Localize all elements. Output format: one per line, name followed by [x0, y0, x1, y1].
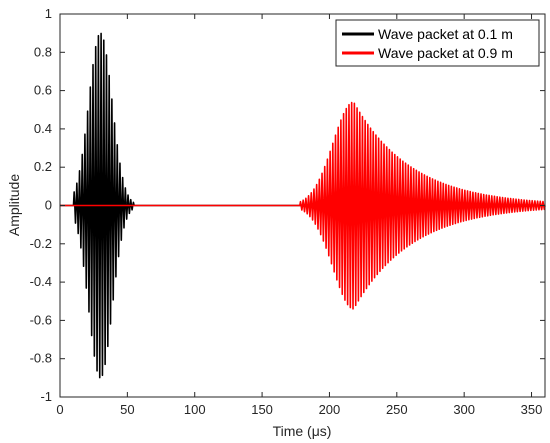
y-tick-label: -0.8: [30, 351, 52, 366]
legend-label-series-1: Wave packet at 0.1 m: [378, 26, 513, 42]
y-tick-label: 0.6: [34, 83, 52, 98]
ticks-layer: 0 50 100 150 200 250 300 350 -1 -0.8 -0.6 -0.4 -0.2 0…: [30, 6, 545, 417]
series-line-2: [59, 101, 546, 310]
legend-label-series-2: Wave packet at 0.9 m: [378, 45, 513, 61]
y-tick-label: 0.8: [34, 44, 52, 59]
y-tick-label: 0.2: [34, 159, 52, 174]
y-tick-label: 0.4: [34, 121, 52, 136]
x-axis-label: Time (μs): [273, 423, 332, 439]
x-tick-label: 200: [319, 402, 341, 417]
x-tick-label: 300: [453, 402, 475, 417]
legend: Wave packet at 0.1 m Wave packet at 0.9 …: [335, 19, 540, 67]
y-tick-label: -0.2: [30, 236, 52, 251]
y-tick-label: -0.4: [30, 274, 52, 289]
x-tick-label: 350: [521, 402, 543, 417]
series-layer: [59, 32, 546, 379]
x-tick-label: 250: [386, 402, 408, 417]
x-tick-label: 50: [120, 402, 134, 417]
x-tick-label: 100: [184, 402, 206, 417]
y-tick-label: -0.6: [30, 312, 52, 327]
x-tick-label: 150: [251, 402, 273, 417]
y-tick-label: -1: [40, 389, 52, 404]
y-tick-label: 1: [45, 6, 52, 21]
x-tick-label: 0: [56, 402, 63, 417]
y-axis-label: Amplitude: [6, 174, 22, 236]
y-tick-label: 0: [45, 198, 52, 213]
legend-box: [335, 19, 540, 67]
